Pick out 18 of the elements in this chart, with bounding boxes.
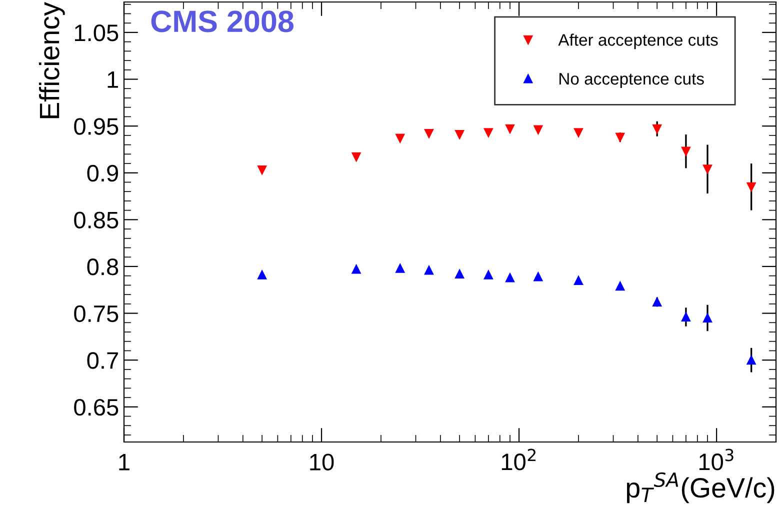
y-tick-label: 1 bbox=[108, 72, 118, 88]
x-tick-label: 10 bbox=[310, 454, 334, 470]
x-tick-label: 1 bbox=[119, 454, 130, 470]
y-tick-label: 0.65 bbox=[74, 398, 118, 416]
y-tick-label: 0.85 bbox=[74, 212, 118, 228]
y-tick-label: 1.05 bbox=[74, 24, 118, 42]
legend-label: No acceptence cuts bbox=[560, 73, 704, 88]
y-tick-label: 0.8 bbox=[87, 258, 118, 276]
x-tick-label: 10$^{2}$ bbox=[502, 448, 536, 470]
x-axis-title: p$_{T}$$^{SA}$(GeV/c) bbox=[626, 472, 774, 504]
y-tick-label: 0.7 bbox=[87, 352, 118, 369]
y-tick-label: 0.9 bbox=[87, 164, 118, 182]
y-tick-label: 0.75 bbox=[74, 305, 118, 322]
legend-label: After acceptence cuts bbox=[558, 34, 718, 50]
y-tick-label: 0.95 bbox=[74, 118, 118, 135]
annotation: CMS 2008 bbox=[151, 10, 294, 32]
x-tick-label: 10$^{3}$ bbox=[699, 448, 734, 470]
y-axis-title: Efficiency bbox=[38, 2, 65, 118]
